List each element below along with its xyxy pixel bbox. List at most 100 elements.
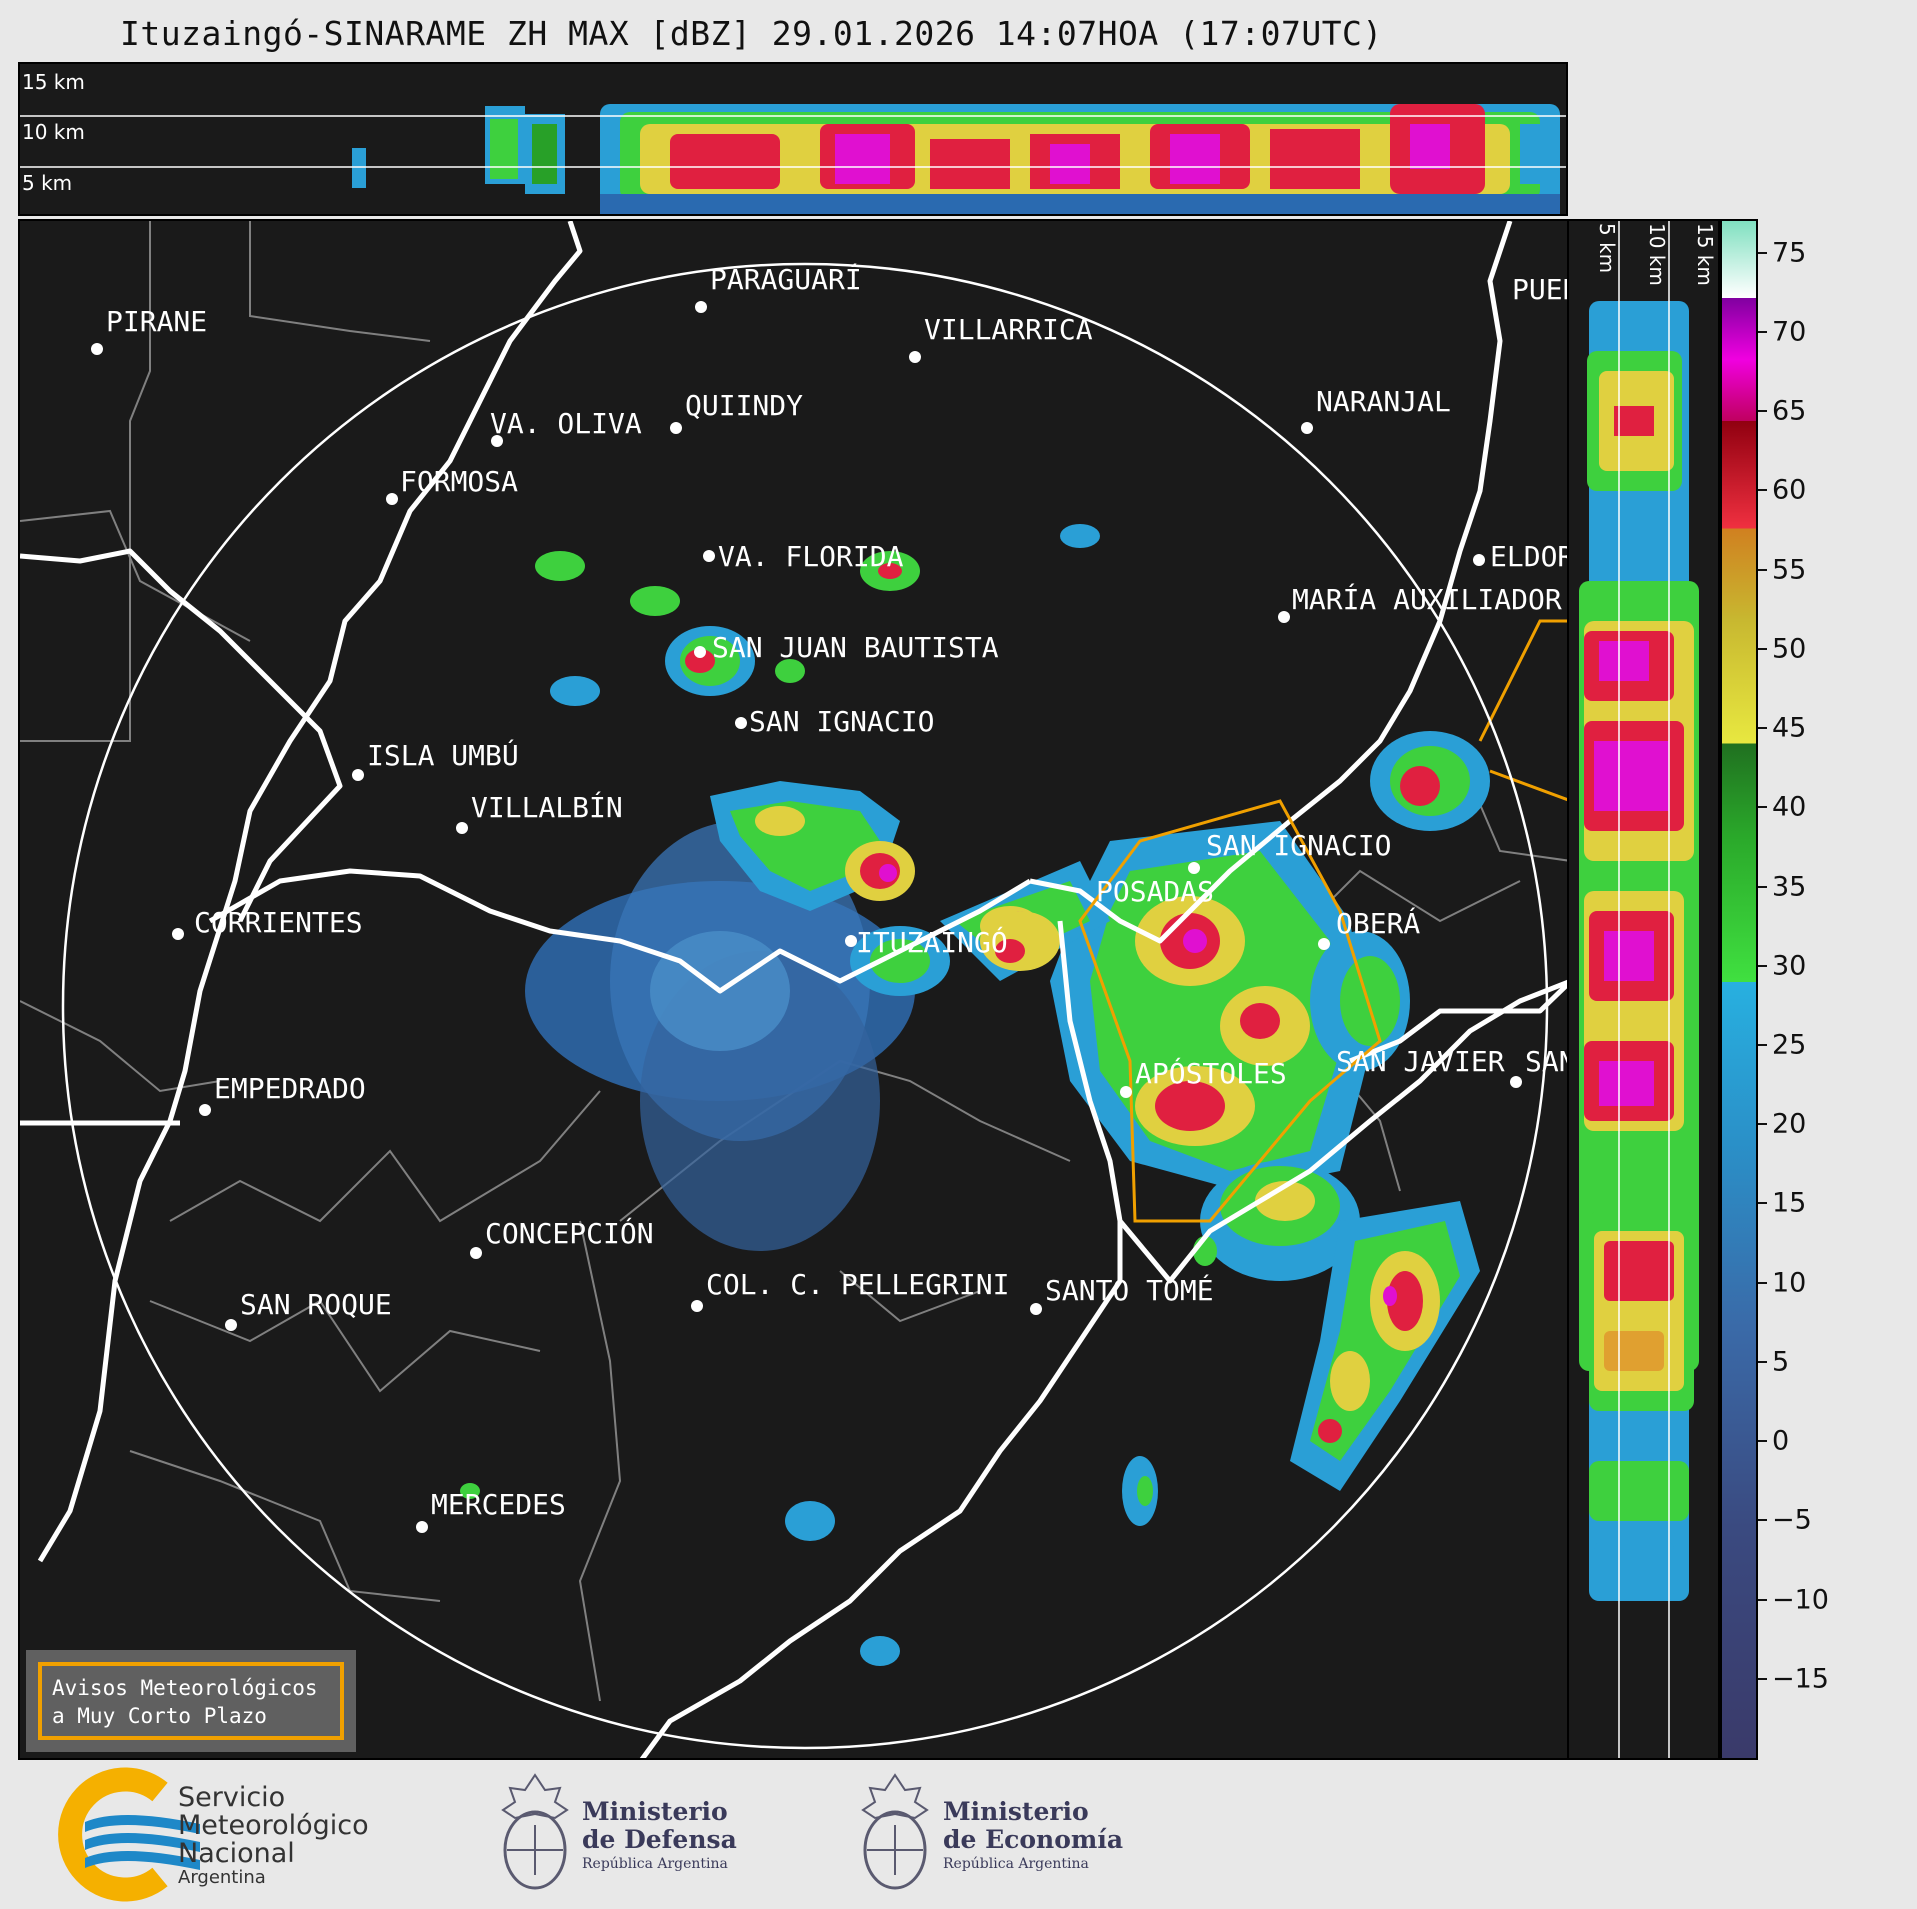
city-label-obera: OBERÁ — [1336, 906, 1420, 940]
radar-map-canvas: PIRANE PARAGUARÍ VILLARRICA QUIINDY VA. … — [20, 221, 1569, 1758]
colorbar-tick-label: 50 — [1772, 633, 1807, 665]
city-label-san-juan-bautista: SAN JUAN BAUTISTA — [712, 631, 999, 664]
economia-logo-text: Ministerio de Economía República Argenti… — [943, 1798, 1123, 1874]
city-label-villalbin: VILLALBÍN — [471, 790, 623, 824]
colorbar-tick-mark — [1758, 647, 1767, 650]
economia-line-2: de Economía — [943, 1825, 1124, 1854]
smn-line-4: Argentina — [178, 1867, 266, 1888]
colorbar-tick-label: 40 — [1772, 791, 1807, 823]
colorbar-tick-mark — [1758, 1281, 1767, 1284]
side-height-label-5km: 5 km — [1595, 223, 1619, 274]
city-label-va-oliva: VA. OLIVA — [490, 407, 642, 440]
colorbar-tick-label: 35 — [1772, 871, 1807, 902]
city-label-posadas: POSADAS — [1096, 875, 1214, 908]
city-label-paraguari: PARAGUARÍ — [710, 262, 862, 296]
side-cross-section-plot — [1579, 221, 1699, 1758]
colorbar-tick-label: −15 — [1772, 1663, 1829, 1695]
city-label-san-javier: SAN JAVIER — [1336, 1045, 1505, 1078]
colorbar-tick-label: 55 — [1772, 554, 1807, 586]
smn-line-2: Meteorológico — [178, 1810, 369, 1841]
colorbar-tick-label: −10 — [1772, 1584, 1829, 1616]
warning-line-2: a Muy Corto Plazo — [52, 1704, 267, 1728]
city-label-ituzaingo: ITUZAINGÓ — [856, 925, 1008, 959]
city-label-empedrado: EMPEDRADO — [214, 1072, 366, 1105]
top-cross-section-plot — [20, 104, 1566, 214]
colorbar-tick-mark — [1758, 1598, 1767, 1601]
colorbar-tick-mark — [1758, 1043, 1767, 1046]
colorbar-tick-mark — [1758, 410, 1767, 413]
city-label-naranjal: NARANJAL — [1316, 385, 1451, 418]
city-label-formosa: FORMOSA — [400, 465, 518, 498]
warning-notice-frame: Avisos Meteorológicos a Muy Corto Plazo — [38, 1662, 344, 1740]
defensa-line-2: de Defensa — [582, 1825, 737, 1854]
side-height-label-10km: 10 km — [1645, 223, 1669, 286]
echo-storm-cells — [460, 524, 1490, 1666]
dbz-colorbar-scale — [1722, 221, 1756, 1758]
warning-polygon[interactable] — [1078, 799, 1382, 1223]
colorbar-tick-label: 15 — [1772, 1187, 1807, 1219]
radar-range-ring — [61, 262, 1549, 1750]
colorbar-tick-mark — [1758, 1360, 1767, 1363]
top-height-label-10km: 10 km — [22, 120, 85, 144]
city-label-san: SAN — [1525, 1045, 1569, 1078]
colorbar-tick-label: 70 — [1772, 316, 1807, 348]
city-label-concepcion: CONCEPCIÓN — [485, 1216, 654, 1250]
city-label-san-ignacio-py: SAN IGNACIO — [749, 705, 934, 738]
colorbar-tick-label: 10 — [1772, 1267, 1807, 1299]
colorbar-tick-label: 25 — [1772, 1029, 1807, 1061]
colorbar-tick-label: 75 — [1772, 237, 1807, 269]
city-label-va-florida: VA. FLORIDA — [718, 540, 904, 573]
rivers — [20, 221, 1567, 1758]
top-height-label-5km: 5 km — [22, 171, 73, 195]
top-cross-section-panel: 15 km 10 km 5 km — [18, 62, 1568, 216]
warning-polygon-east[interactable] — [1478, 619, 1569, 802]
colorbar-tick-label: 60 — [1772, 474, 1807, 506]
colorbar-tick-mark — [1758, 1440, 1767, 1443]
city-markers — [91, 301, 1522, 1533]
colorbar-tick-label: 65 — [1772, 395, 1807, 427]
colorbar-tick-mark — [1758, 251, 1767, 254]
colorbar-tick-mark — [1758, 964, 1767, 967]
city-label-quiindy: QUIINDY — [685, 389, 803, 422]
defensa-seal-icon — [501, 1773, 569, 1890]
smn-line-1: Servicio — [178, 1782, 286, 1813]
colorbar-tick-mark — [1758, 1202, 1767, 1205]
city-labels: PIRANE PARAGUARÍ VILLARRICA QUIINDY VA. … — [106, 262, 1569, 1521]
colorbar-tick-mark — [1758, 1519, 1767, 1522]
colorbar-tick-label: 0 — [1772, 1425, 1790, 1457]
side-cross-section-panel: 5 km 10 km 15 km — [1569, 219, 1720, 1760]
colorbar-tick-label: −5 — [1772, 1504, 1812, 1536]
city-label-mercedes: MERCEDES — [431, 1488, 566, 1521]
colorbar-tick-label: 45 — [1772, 712, 1807, 744]
colorbar-tick-mark — [1758, 568, 1767, 571]
colorbar-tick-mark — [1758, 885, 1767, 888]
city-label-col-c-pellegrini: COL. C. PELLEGRINI — [706, 1268, 1009, 1301]
city-label-corrientes: CORRIENTES — [194, 906, 363, 939]
city-label-puer: PUER — [1512, 273, 1569, 306]
side-height-label-15km: 15 km — [1693, 223, 1717, 286]
warning-notice[interactable]: Avisos Meteorológicos a Muy Corto Plazo — [26, 1650, 356, 1752]
city-label-pirane: PIRANE — [106, 305, 207, 338]
smn-logo-text: Servicio Meteorológico Nacional Argentin… — [178, 1784, 369, 1888]
side-echo-field — [1579, 301, 1699, 1601]
colorbar-tick-mark — [1758, 727, 1767, 730]
economia-line-3: República Argentina — [943, 1856, 1089, 1872]
colorbar-tick-label: 20 — [1772, 1108, 1807, 1140]
city-label-isla-umbu: ISLA UMBÚ — [367, 738, 519, 772]
colorbar-tick-mark — [1758, 1123, 1767, 1126]
warning-line-1: Avisos Meteorológicos — [52, 1676, 318, 1700]
defensa-line-3: República Argentina — [582, 1856, 728, 1872]
top-height-label-15km: 15 km — [22, 70, 85, 94]
colorbar-tick-mark — [1758, 330, 1767, 333]
economia-seal-icon — [861, 1773, 929, 1890]
city-label-san-roque: SAN ROQUE — [240, 1288, 392, 1321]
top-echo-field — [352, 104, 1560, 214]
city-label-villarrica: VILLARRICA — [924, 313, 1093, 346]
colorbar-tick-mark — [1758, 489, 1767, 492]
city-label-apostoles: APÓSTOLES — [1135, 1056, 1287, 1090]
city-label-san-ignacio-ar: SAN IGNACIO — [1206, 829, 1391, 862]
economia-line-1: Ministerio — [943, 1797, 1089, 1826]
defensa-logo-text: Ministerio de Defensa República Argentin… — [582, 1798, 737, 1874]
colorbar-tick-label: 5 — [1772, 1346, 1790, 1378]
radar-map[interactable]: PIRANE PARAGUARÍ VILLARRICA QUIINDY VA. … — [18, 219, 1569, 1760]
